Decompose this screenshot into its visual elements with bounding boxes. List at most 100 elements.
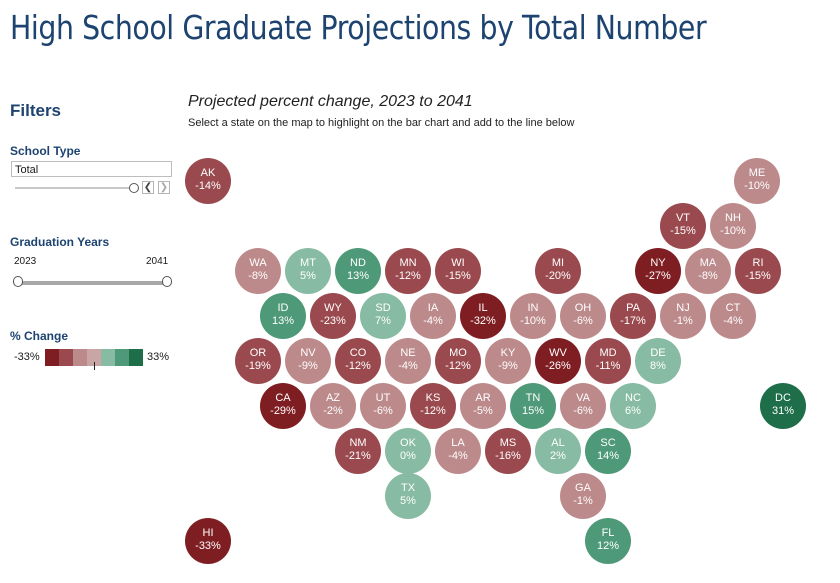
state-abbr: AL (551, 437, 565, 449)
state-tile-ma[interactable]: MA -8% (685, 248, 731, 294)
state-tile-nc[interactable]: NC 6% (610, 383, 656, 429)
map-instruction: Select a state on the map to highlight o… (188, 117, 575, 129)
state-tile-ne[interactable]: NE -4% (385, 338, 431, 384)
state-abbr: TN (525, 392, 541, 404)
state-value: 5% (400, 495, 416, 507)
year-range-start-handle[interactable] (13, 276, 23, 287)
state-tile-wv[interactable]: WV -26% (535, 338, 581, 384)
state-tile-nd[interactable]: ND 13% (335, 248, 381, 294)
state-tile-tn[interactable]: TN 15% (510, 383, 556, 429)
next-button[interactable]: ❯ (158, 181, 170, 194)
school-type-label: School Type (10, 144, 81, 158)
year-range-slider[interactable] (17, 281, 167, 285)
state-tile-ia[interactable]: IA -4% (410, 293, 456, 339)
year-range-end-handle[interactable] (162, 276, 172, 287)
school-type-slider-track[interactable] (15, 187, 133, 189)
state-value: 6% (625, 405, 641, 417)
state-value: -5% (473, 405, 493, 417)
state-tile-dc[interactable]: DC 31% (760, 383, 806, 429)
state-tile-ut[interactable]: UT -6% (360, 383, 406, 429)
state-value: 8% (650, 360, 666, 372)
state-tile-ca[interactable]: CA -29% (260, 383, 306, 429)
state-tile-ms[interactable]: MS -16% (485, 428, 531, 474)
state-abbr: ID (277, 302, 289, 314)
state-tile-nm[interactable]: NM -21% (335, 428, 381, 474)
state-abbr: AK (200, 167, 216, 179)
state-tile-vt[interactable]: VT -15% (660, 203, 706, 249)
state-tile-nh[interactable]: NH -10% (710, 203, 756, 249)
state-tile-me[interactable]: ME -10% (734, 158, 780, 204)
previous-button[interactable]: ❮ (142, 181, 154, 194)
state-value: 13% (271, 315, 295, 327)
state-tile-mo[interactable]: MO -12% (435, 338, 481, 384)
state-tile-nv[interactable]: NV -9% (285, 338, 331, 384)
state-tile-ct[interactable]: CT -4% (710, 293, 756, 339)
scale-zero-marker (94, 362, 95, 370)
state-tile-ri[interactable]: RI -15% (735, 248, 781, 294)
school-type-select[interactable]: Total (11, 161, 172, 177)
state-tile-mt[interactable]: MT 5% (285, 248, 331, 294)
state-tile-al[interactable]: AL 2% (535, 428, 581, 474)
state-tile-pa[interactable]: PA -17% (610, 293, 656, 339)
state-abbr: AZ (325, 392, 341, 404)
state-tile-mi[interactable]: MI -20% (535, 248, 581, 294)
state-tile-la[interactable]: LA -4% (435, 428, 481, 474)
state-tile-in[interactable]: IN -10% (510, 293, 556, 339)
state-abbr: MD (599, 347, 617, 359)
state-tile-ky[interactable]: KY -9% (485, 338, 531, 384)
state-value: -26% (545, 360, 571, 372)
state-tile-ga[interactable]: GA -1% (560, 473, 606, 519)
state-tile-tx[interactable]: TX 5% (385, 473, 431, 519)
state-tile-nj[interactable]: NJ -1% (660, 293, 706, 339)
state-value: 7% (375, 315, 391, 327)
state-abbr: RI (752, 257, 764, 269)
state-tile-ny[interactable]: NY -27% (635, 248, 681, 294)
scale-min-label: -33% (14, 351, 40, 363)
state-tile-az[interactable]: AZ -2% (310, 383, 356, 429)
state-value: -10% (720, 225, 746, 237)
state-abbr: IA (427, 302, 439, 314)
state-tile-va[interactable]: VA -6% (560, 383, 606, 429)
state-value: -14% (195, 180, 221, 192)
state-tile-ak[interactable]: AK -14% (185, 158, 231, 204)
state-value: -15% (670, 225, 696, 237)
state-abbr: FL (601, 527, 615, 539)
state-tile-de[interactable]: DE 8% (635, 338, 681, 384)
state-tile-id[interactable]: ID 13% (260, 293, 306, 339)
state-tile-md[interactable]: MD -11% (585, 338, 631, 384)
state-tile-sd[interactable]: SD 7% (360, 293, 406, 339)
state-abbr: LA (451, 437, 465, 449)
state-abbr: CT (725, 302, 741, 314)
state-tile-ks[interactable]: KS -12% (410, 383, 456, 429)
state-abbr: WV (549, 347, 567, 359)
state-value: -15% (745, 270, 771, 282)
state-value: -32% (470, 315, 496, 327)
state-value: -4% (723, 315, 743, 327)
state-tile-ok[interactable]: OK 0% (385, 428, 431, 474)
state-tile-co[interactable]: CO -12% (335, 338, 381, 384)
state-abbr: OH (574, 302, 592, 314)
state-abbr: WI (451, 257, 465, 269)
state-value: 12% (596, 540, 620, 552)
color-scale-legend (45, 349, 143, 366)
state-tile-wy[interactable]: WY -23% (310, 293, 356, 339)
state-abbr: VA (576, 392, 590, 404)
state-abbr: CO (349, 347, 367, 359)
state-tile-wa[interactable]: WA -8% (235, 248, 281, 294)
state-tile-il[interactable]: IL -32% (460, 293, 506, 339)
state-value: 2% (550, 450, 566, 462)
state-value: -33% (195, 540, 221, 552)
state-value: -4% (423, 315, 443, 327)
state-tile-mn[interactable]: MN -12% (385, 248, 431, 294)
school-type-slider-thumb[interactable] (129, 183, 139, 193)
state-tile-hi[interactable]: HI -33% (185, 518, 231, 564)
state-tile-fl[interactable]: FL 12% (585, 518, 631, 564)
state-tile-ar[interactable]: AR -5% (460, 383, 506, 429)
state-value: -10% (744, 180, 770, 192)
state-value: -2% (323, 405, 343, 417)
state-tile-wi[interactable]: WI -15% (435, 248, 481, 294)
state-tile-sc[interactable]: SC 14% (585, 428, 631, 474)
state-abbr: OR (249, 347, 267, 359)
state-tile-or[interactable]: OR -19% (235, 338, 281, 384)
state-tile-oh[interactable]: OH -6% (560, 293, 606, 339)
